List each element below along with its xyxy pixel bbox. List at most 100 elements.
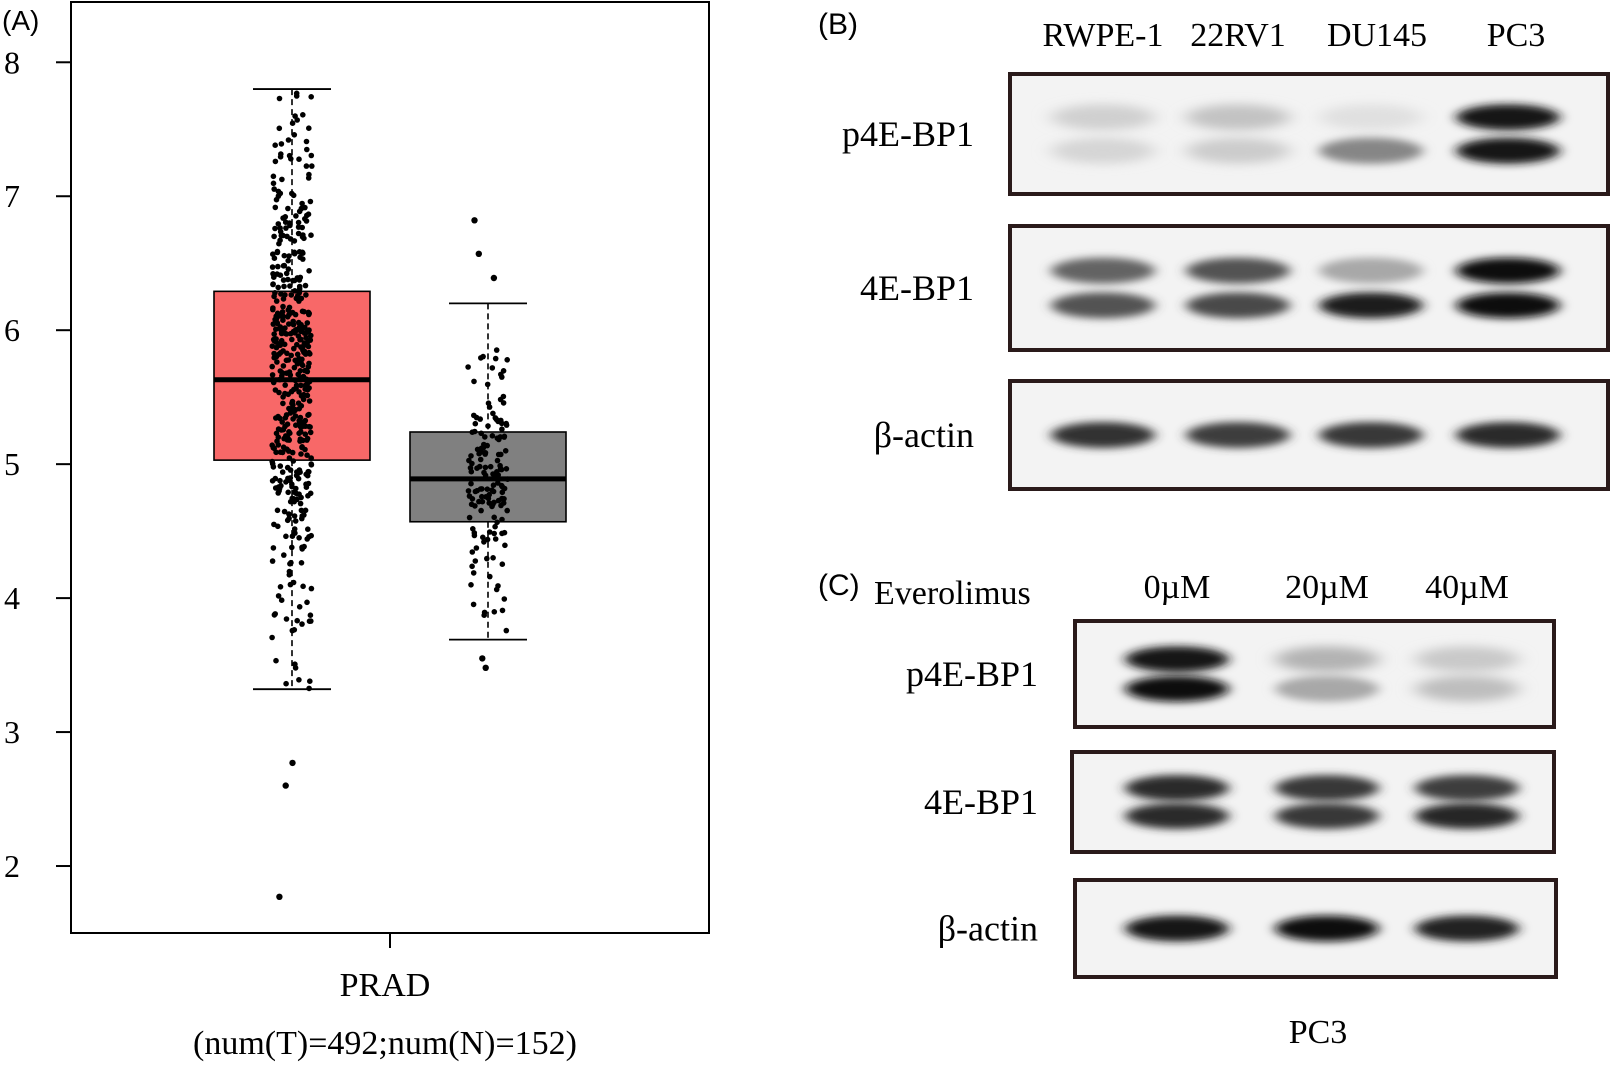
blot-rows: p4E-BP1 4E-BP1 β-actin — [906, 619, 1558, 979]
data-point — [470, 526, 476, 532]
box-plots — [213, 88, 567, 691]
data-point — [496, 436, 502, 443]
data-point — [296, 677, 302, 683]
data-point — [286, 304, 293, 311]
data-point — [285, 357, 292, 363]
data-point — [309, 163, 315, 169]
data-point — [281, 283, 287, 290]
data-point — [492, 536, 499, 542]
outlier-point — [289, 759, 296, 767]
lane-label: 20µM — [1285, 569, 1369, 606]
data-point — [285, 489, 292, 496]
data-point — [289, 336, 295, 343]
data-point — [306, 423, 313, 430]
data-point — [300, 583, 306, 590]
data-point — [286, 568, 293, 575]
data-point — [477, 486, 484, 492]
data-point — [272, 204, 279, 211]
lane-label: 0µM — [1144, 569, 1211, 606]
data-point — [486, 500, 493, 506]
data-point — [296, 290, 303, 296]
data-point — [270, 306, 276, 313]
plot-frame — [70, 1, 710, 934]
band — [1051, 257, 1155, 284]
data-point — [297, 414, 304, 421]
data-point — [471, 378, 477, 385]
data-point — [504, 507, 511, 514]
data-point — [296, 389, 302, 395]
y-tick-label: 7 — [4, 178, 20, 214]
data-point — [294, 341, 300, 348]
data-point — [274, 248, 281, 255]
blot-background — [1010, 226, 1608, 350]
data-point — [281, 552, 287, 558]
data-point — [297, 436, 304, 442]
data-point — [290, 321, 297, 328]
y-tick-label: 6 — [4, 312, 20, 348]
data-point — [308, 585, 315, 592]
data-point — [484, 442, 491, 449]
data-point — [497, 396, 504, 403]
bands — [1125, 646, 1519, 702]
data-point — [271, 255, 278, 261]
band — [1319, 292, 1423, 319]
blot-row: 4E-BP1 — [860, 224, 1610, 352]
blot-row: p4E-BP1 — [842, 72, 1610, 196]
data-point — [307, 351, 313, 357]
data-point — [498, 466, 505, 473]
band — [1319, 257, 1423, 284]
band — [1051, 292, 1155, 319]
data-point — [308, 461, 315, 467]
data-point — [307, 337, 314, 343]
data-point — [274, 271, 280, 277]
data-point — [477, 456, 484, 463]
data-point — [491, 530, 498, 537]
band — [1186, 257, 1290, 284]
data-point — [287, 475, 294, 481]
data-point — [280, 400, 286, 407]
data-point — [280, 394, 286, 400]
blot-frame — [1008, 72, 1610, 196]
data-point — [290, 579, 297, 586]
data-point — [306, 327, 312, 333]
data-point — [499, 426, 505, 433]
data-point — [491, 514, 498, 521]
blot-frame — [1008, 224, 1610, 352]
data-point — [495, 497, 502, 504]
data-point — [280, 303, 286, 310]
data-point — [307, 490, 314, 497]
data-point — [308, 455, 315, 461]
data-point — [465, 364, 471, 370]
data-point — [469, 563, 475, 570]
data-point — [290, 277, 296, 284]
band — [1415, 646, 1519, 673]
data-point — [484, 381, 491, 388]
panel-b: (B) RWPE-1 22RV1 DU145 PC3 p4E-BP1 4E-BP1 β-a… — [818, 8, 1610, 491]
data-point — [502, 448, 509, 454]
data-point — [465, 488, 472, 494]
points-group — [269, 90, 315, 900]
data-point — [493, 347, 500, 353]
data-point — [272, 475, 279, 482]
data-point — [499, 607, 506, 614]
data-point — [297, 254, 303, 261]
data-point — [472, 420, 479, 427]
data-point — [291, 250, 298, 257]
data-point — [468, 480, 474, 487]
blot-frame — [1073, 619, 1556, 729]
x-axis-label: PRAD — [340, 967, 431, 1004]
data-point — [277, 477, 283, 484]
band — [1125, 646, 1229, 673]
cell-line-label: PC3 — [1289, 1014, 1348, 1051]
data-point — [479, 498, 486, 505]
data-point — [280, 426, 287, 433]
data-point — [295, 371, 302, 378]
data-point — [276, 125, 283, 132]
data-point — [274, 359, 280, 365]
band — [1415, 775, 1519, 801]
bands — [1051, 104, 1560, 164]
data-point — [470, 601, 477, 608]
data-point — [286, 220, 293, 226]
data-point — [296, 156, 302, 162]
data-point — [289, 190, 295, 197]
